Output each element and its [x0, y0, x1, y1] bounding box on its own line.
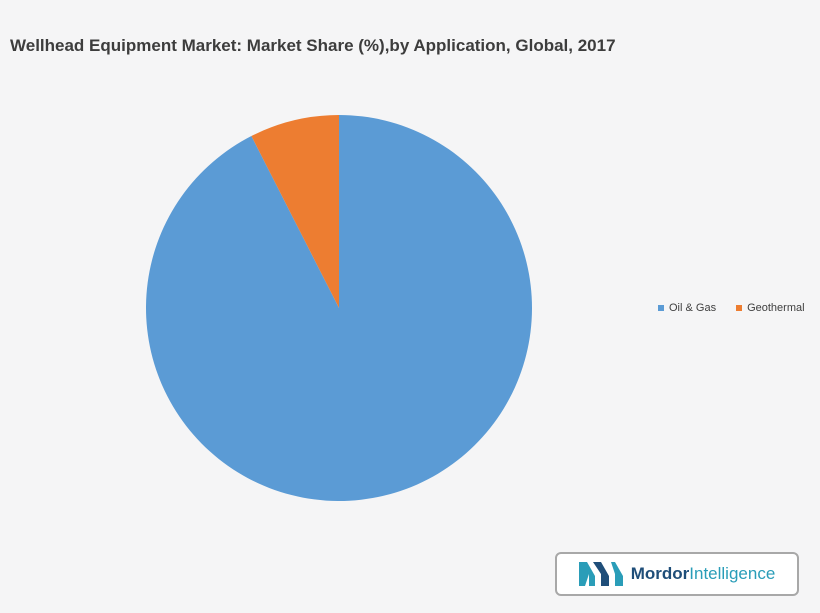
legend-label-oil-gas: Oil & Gas	[669, 302, 717, 314]
mordor-intelligence-logo: MordorIntelligence	[555, 552, 799, 596]
mordor-intelligence-logo-icon	[578, 562, 623, 586]
logo-text: MordorIntelligence	[631, 564, 776, 584]
logo-brand: Mordor	[630, 564, 690, 583]
legend-entry-geothermal[interactable]: Geothermal	[736, 302, 805, 314]
legend-label-geothermal: Geothermal	[747, 302, 805, 314]
pie-slice-geothermal[interactable]	[251, 115, 339, 308]
legend-swatch-geothermal	[736, 305, 743, 311]
legend-swatch-oil-gas	[658, 305, 664, 311]
legend: Oil & Gas Geothermal	[658, 302, 805, 314]
legend-entry-oil-gas[interactable]: Oil & Gas	[658, 302, 716, 314]
logo-suffix: Intelligence	[689, 564, 776, 583]
chart-title: Wellhead Equipment Market: Market Share …	[10, 36, 616, 55]
